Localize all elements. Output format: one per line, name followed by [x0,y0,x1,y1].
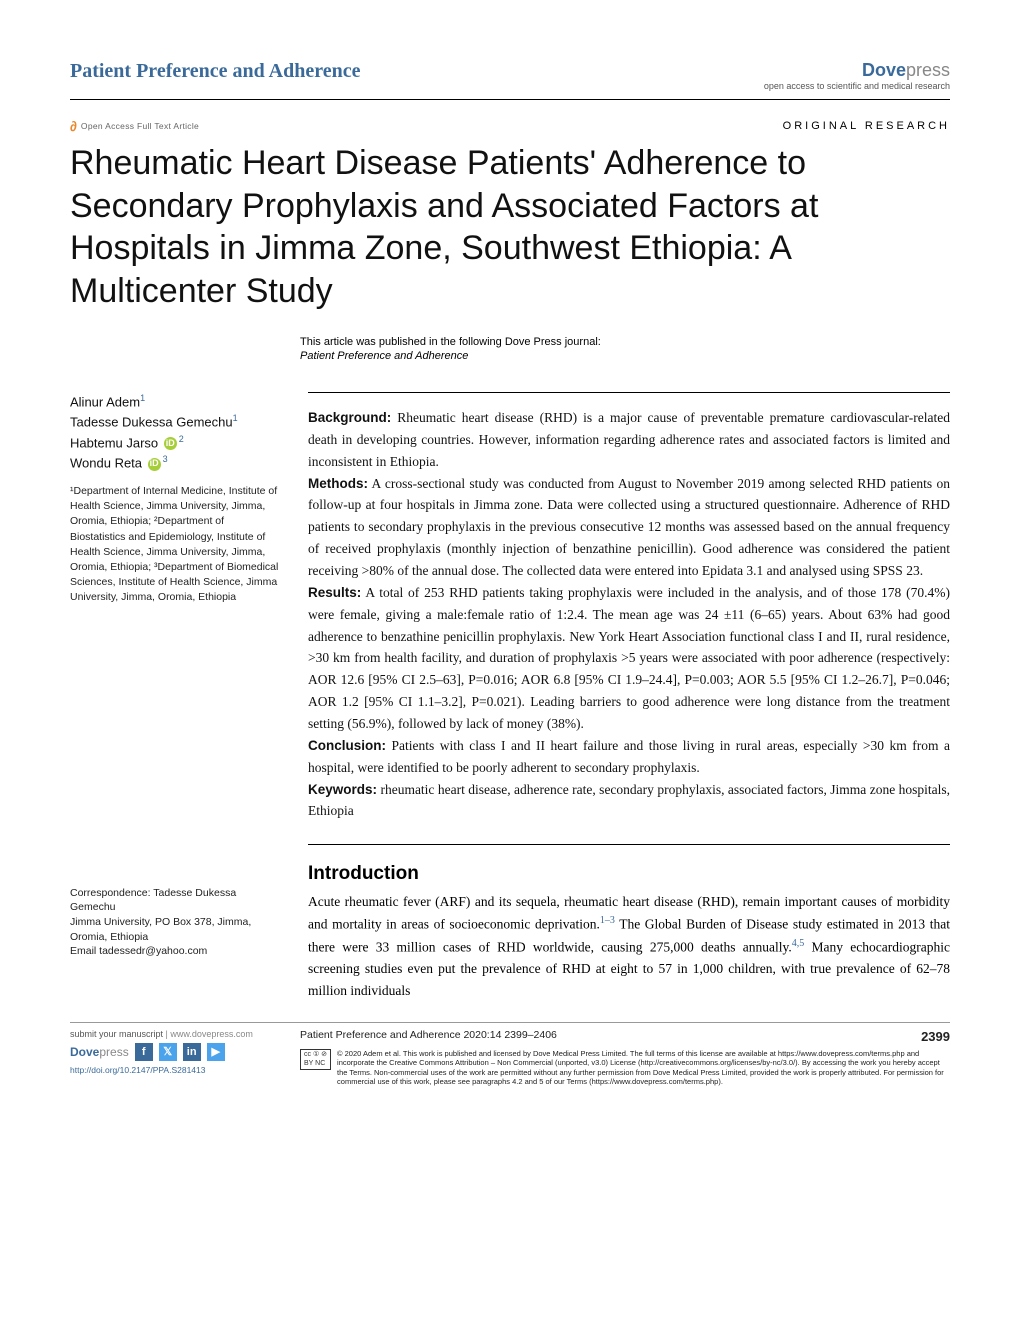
page-header: Patient Preference and Adherence Dovepre… [70,60,950,100]
author: Tadesse Dukessa Gemechu1 [70,412,280,432]
orcid-icon[interactable]: iD [148,458,161,471]
citation-ref[interactable]: 4,5 [792,938,805,949]
section-heading-introduction: Introduction [308,863,950,885]
abstract: Background: Rheumatic heart disease (RHD… [308,407,950,822]
publication-note: This article was published in the follow… [300,336,950,348]
open-access-label: Open Access Full Text Article [81,121,199,131]
article-type: ORIGINAL RESEARCH [783,120,950,132]
open-access-icon: ∂ [70,118,77,134]
submit-manuscript-link[interactable]: | www.dovepress.com [163,1029,253,1039]
submit-manuscript-label: submit your manuscript [70,1029,163,1039]
orcid-icon[interactable]: iD [164,437,177,450]
twitter-icon[interactable]: 𝕏 [159,1043,177,1061]
page-footer: submit your manuscript | www.dovepress.c… [70,1022,950,1087]
author: Habtemu Jarso iD2 [70,433,280,453]
citation: Patient Preference and Adherence 2020:14… [300,1029,557,1045]
doi-link[interactable]: http://doi.org/10.2147/PPA.S281413 [70,1065,280,1075]
journal-title: Patient Preference and Adherence [70,60,361,83]
publisher-block: Dovepress open access to scientific and … [764,60,950,91]
publisher-logo: Dovepress [764,60,950,81]
author: Alinur Adem1 [70,392,280,412]
cc-badge-icon: cc ① ⊘BY NC [300,1049,331,1071]
citation-ref[interactable]: 1–3 [600,915,615,926]
dovepress-footer-logo: Dovepress [70,1045,129,1059]
youtube-icon[interactable]: ▶ [207,1043,225,1061]
facebook-icon[interactable]: f [135,1043,153,1061]
page-number: 2399 [921,1029,950,1045]
author: Wondu Reta iD3 [70,453,280,473]
publisher-tagline: open access to scientific and medical re… [764,81,950,91]
linkedin-icon[interactable]: in [183,1043,201,1061]
introduction-body: Acute rheumatic fever (ARF) and its sequ… [308,891,950,1001]
article-title: Rheumatic Heart Disease Patients' Adhere… [70,142,950,312]
open-access-row: ∂ Open Access Full Text Article ORIGINAL… [70,118,950,134]
sidebar-column: Alinur Adem1 Tadesse Dukessa Gemechu1 Ha… [70,392,280,1002]
divider [308,844,950,845]
publication-note-journal: Patient Preference and Adherence [300,350,950,362]
license-text: © 2020 Adem et al. This work is publishe… [337,1049,950,1087]
correspondence: Correspondence: Tadesse Dukessa Gemechu … [70,886,280,959]
main-column: Background: Rheumatic heart disease (RHD… [308,392,950,1002]
affiliations: ¹Department of Internal Medicine, Instit… [70,484,280,606]
